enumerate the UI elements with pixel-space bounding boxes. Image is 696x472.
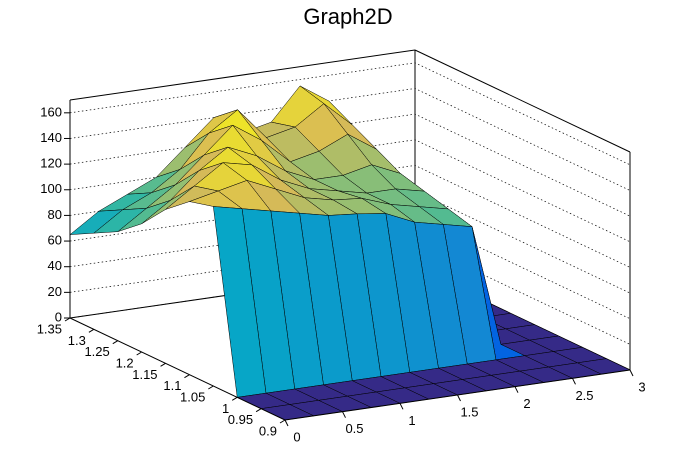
- x-tick-label: 2: [523, 396, 530, 411]
- y-tick: [184, 374, 190, 379]
- z-tick-label: 140: [40, 130, 62, 145]
- z-tick-label: 0: [55, 309, 62, 324]
- z-tick-label: 100: [40, 181, 62, 196]
- y-tick: [255, 408, 262, 413]
- y-tick: [160, 362, 166, 367]
- y-tick-label: 0.9: [259, 423, 277, 438]
- x-tick: [342, 411, 346, 418]
- x-tick: [457, 394, 461, 402]
- y-tick-label: 1.1: [163, 378, 181, 393]
- y-tick-label: 1.25: [84, 344, 109, 359]
- x-tick-label: 3: [638, 379, 645, 394]
- x-tick-label: 0.5: [345, 421, 363, 436]
- y-tick-label: 1.05: [180, 389, 205, 404]
- box-edge: [69, 49, 416, 101]
- y-tick-label: 1.15: [132, 367, 157, 382]
- z-tick-label: 160: [40, 104, 62, 119]
- x-tick: [284, 419, 289, 427]
- chart-title: Graph2D: [303, 4, 392, 29]
- y-tick-label: 1: [222, 401, 229, 416]
- x-tick-label: 1: [408, 413, 415, 428]
- y-tick: [279, 419, 286, 424]
- x-tick-label: 2.5: [575, 388, 593, 403]
- y-tick-label: 1.3: [68, 333, 86, 348]
- x-tick: [514, 386, 519, 393]
- y-tick: [231, 396, 238, 401]
- y-tick: [88, 328, 95, 333]
- z-tick-label: 80: [48, 207, 62, 222]
- y-tick: [64, 317, 71, 322]
- y-tick-label: 0.95: [228, 412, 253, 427]
- x-tick: [629, 369, 634, 377]
- z-tick-label: 120: [40, 156, 62, 171]
- z-tick-label: 20: [48, 284, 62, 299]
- x-tick-label: 1.5: [460, 404, 478, 419]
- box-edge: [414, 49, 631, 153]
- x-tick: [399, 403, 404, 410]
- y-tick-label: 1.2: [116, 355, 134, 370]
- z-tick-label: 40: [48, 258, 62, 273]
- y-tick-label: 1.35: [37, 321, 62, 336]
- y-tick: [208, 385, 214, 390]
- y-axis: [69, 317, 286, 421]
- x-tick: [572, 378, 576, 385]
- y-tick: [112, 340, 119, 345]
- y-tick: [136, 351, 142, 356]
- x-tick-label: 0: [293, 429, 300, 444]
- z-tick-label: 60: [48, 232, 62, 247]
